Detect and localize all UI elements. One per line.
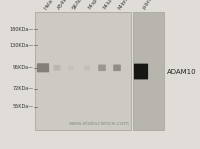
FancyBboxPatch shape: [113, 65, 121, 71]
FancyBboxPatch shape: [134, 64, 148, 79]
Text: M-brain: M-brain: [117, 0, 133, 10]
Bar: [35, 12, 131, 130]
Text: SK-N5: SK-N5: [71, 0, 84, 10]
FancyBboxPatch shape: [98, 65, 106, 71]
Text: M-spleen: M-spleen: [87, 0, 105, 10]
Bar: [133, 12, 164, 130]
FancyBboxPatch shape: [84, 66, 90, 70]
Text: 95KDa—: 95KDa—: [12, 65, 33, 70]
Text: ADAM10: ADAM10: [167, 69, 197, 74]
FancyBboxPatch shape: [68, 66, 74, 70]
Text: 55KDa—: 55KDa—: [12, 104, 33, 109]
Text: A549: A549: [57, 0, 69, 10]
FancyBboxPatch shape: [37, 63, 49, 72]
Text: 180KDa—: 180KDa—: [9, 27, 33, 32]
Text: M-lung: M-lung: [102, 0, 116, 10]
Text: 72KDa—: 72KDa—: [12, 86, 33, 91]
Text: 130KDa—: 130KDa—: [9, 43, 33, 48]
Text: www.elabscience.com: www.elabscience.com: [69, 121, 130, 126]
FancyBboxPatch shape: [54, 65, 60, 71]
Text: Hela: Hela: [43, 0, 54, 10]
Text: p-brain: p-brain: [141, 0, 156, 10]
